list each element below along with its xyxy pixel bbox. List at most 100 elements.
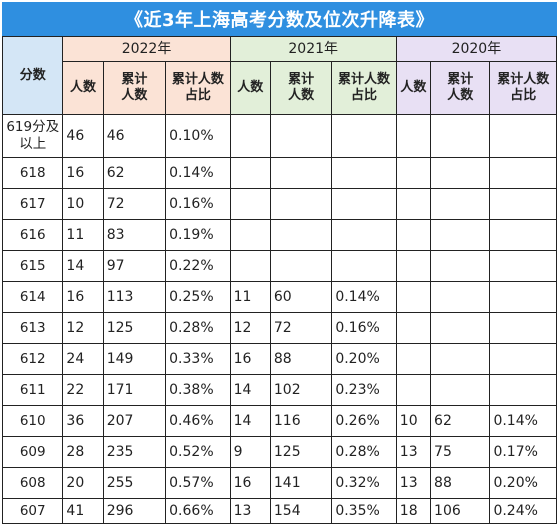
cumulative-cell: 106 xyxy=(430,498,491,524)
ratio-cell xyxy=(331,219,397,251)
score-cell: 614 xyxy=(1,281,64,313)
cumulative-cell: 171 xyxy=(102,374,167,406)
cumulative-header-2021: 累计 人数 xyxy=(269,61,333,115)
score-cell: 608 xyxy=(1,467,64,499)
cumulative-cell xyxy=(430,343,491,375)
count-cell: 22 xyxy=(62,374,104,406)
ratio-cell: 0.20% xyxy=(331,343,397,375)
count-cell: 9 xyxy=(229,436,271,468)
score-cell: 617 xyxy=(1,188,64,220)
score-cell: 610 xyxy=(1,405,64,437)
table-title: 《近3年上海高考分数及位次升降表》 xyxy=(2,2,557,36)
ratio-cell: 0.28% xyxy=(331,436,397,468)
count-cell xyxy=(229,114,271,158)
year-header-2021: 2021年 xyxy=(229,36,397,62)
cumulative-cell xyxy=(430,157,491,189)
count-cell: 16 xyxy=(62,281,104,313)
count-cell xyxy=(395,312,432,344)
ratio-cell: 0.33% xyxy=(165,343,231,375)
count-cell: 28 xyxy=(62,436,104,468)
count-cell: 14 xyxy=(229,374,271,406)
cumulative-cell: 97 xyxy=(102,250,167,282)
ratio-cell: 0.19% xyxy=(165,219,231,251)
ratio-cell xyxy=(489,312,557,344)
count-cell xyxy=(395,374,432,406)
cumulative-cell: 62 xyxy=(102,157,167,189)
ratio-cell xyxy=(489,343,557,375)
count-cell: 16 xyxy=(62,157,104,189)
cumulative-cell xyxy=(269,157,333,189)
count-header-2022: 人数 xyxy=(62,61,104,115)
table-row: 608 20 255 0.57% 16 141 0.32% 13 88 0.20% xyxy=(1,467,557,499)
count-cell xyxy=(395,188,432,220)
ratio-cell: 0.57% xyxy=(165,467,231,499)
count-cell: 10 xyxy=(62,188,104,220)
count-cell xyxy=(229,219,271,251)
cumulative-cell: 235 xyxy=(102,436,167,468)
count-cell: 20 xyxy=(62,467,104,499)
ratio-cell: 0.66% xyxy=(165,498,231,524)
ratio-cell: 0.26% xyxy=(331,405,397,437)
ratio-cell: 0.24% xyxy=(489,498,557,524)
count-cell xyxy=(395,157,432,189)
ratio-cell xyxy=(489,374,557,406)
cumulative-cell: 88 xyxy=(430,467,491,499)
ratio-cell: 0.14% xyxy=(165,157,231,189)
ratio-cell: 0.32% xyxy=(331,467,397,499)
cumulative-cell: 113 xyxy=(102,281,167,313)
ratio-cell: 0.25% xyxy=(165,281,231,313)
table-row: 612 24 149 0.33% 16 88 0.20% xyxy=(1,343,557,375)
score-cell: 607 xyxy=(1,498,64,524)
cumulative-cell: 46 xyxy=(102,114,167,158)
cumulative-cell: 255 xyxy=(102,467,167,499)
count-cell: 12 xyxy=(62,312,104,344)
year-header-2022: 2022年 xyxy=(62,36,231,62)
cumulative-cell xyxy=(430,219,491,251)
ratio-cell xyxy=(489,219,557,251)
count-cell: 13 xyxy=(395,436,432,468)
cumulative-cell: 60 xyxy=(269,281,333,313)
cumulative-cell: 125 xyxy=(269,436,333,468)
count-cell: 11 xyxy=(229,281,271,313)
cumulative-cell xyxy=(269,250,333,282)
table-row: 617 10 72 0.16% xyxy=(1,188,557,220)
ratio-header-2022: 累计人数 占比 xyxy=(165,61,231,115)
count-cell: 16 xyxy=(229,467,271,499)
score-header: 分数 xyxy=(1,36,64,115)
cumulative-cell xyxy=(430,312,491,344)
cumulative-cell: 207 xyxy=(102,405,167,437)
cumulative-cell: 116 xyxy=(269,405,333,437)
cumulative-cell: 149 xyxy=(102,343,167,375)
count-cell: 16 xyxy=(229,343,271,375)
score-cell: 613 xyxy=(1,312,64,344)
count-header-2020: 人数 xyxy=(395,61,432,115)
count-cell: 36 xyxy=(62,405,104,437)
count-cell: 13 xyxy=(395,467,432,499)
table-row: 610 36 207 0.46% 14 116 0.26% 10 62 0.14% xyxy=(1,405,557,437)
ratio-cell xyxy=(331,250,397,282)
ratio-cell xyxy=(331,114,397,158)
score-cell: 619分及以上 xyxy=(1,114,64,158)
cumulative-cell: 141 xyxy=(269,467,333,499)
cumulative-cell xyxy=(430,374,491,406)
ratio-cell: 0.16% xyxy=(331,312,397,344)
count-cell: 11 xyxy=(62,219,104,251)
count-cell: 10 xyxy=(395,405,432,437)
count-header-2021: 人数 xyxy=(229,61,271,115)
count-cell: 12 xyxy=(229,312,271,344)
table-row: 609 28 235 0.52% 9 125 0.28% 13 75 0.17% xyxy=(1,436,557,468)
cumulative-cell xyxy=(430,281,491,313)
cumulative-cell: 75 xyxy=(430,436,491,468)
score-cell: 616 xyxy=(1,219,64,251)
ratio-cell: 0.35% xyxy=(331,498,397,524)
ratio-cell xyxy=(331,157,397,189)
ratio-cell xyxy=(489,157,557,189)
ratio-cell xyxy=(489,114,557,158)
cumulative-cell: 296 xyxy=(102,498,167,524)
score-cell: 612 xyxy=(1,343,64,375)
count-cell: 46 xyxy=(62,114,104,158)
score-cell: 618 xyxy=(1,157,64,189)
count-cell xyxy=(395,219,432,251)
ratio-cell xyxy=(331,188,397,220)
